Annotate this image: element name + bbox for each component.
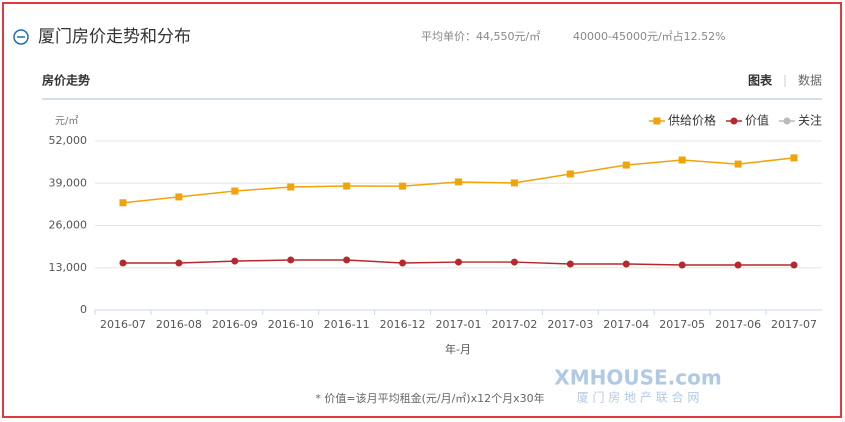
y-tick-label: 13,000 <box>49 261 88 274</box>
watermark-sub: 厦 门 房 地 产 联 合 网 <box>577 390 700 405</box>
page-title: 厦门房价走势和分布 <box>38 27 191 47</box>
point <box>119 259 127 267</box>
point <box>678 261 686 269</box>
share: 40000-45000元/㎡占12.52% <box>573 29 726 43</box>
point <box>399 259 407 267</box>
point <box>175 259 183 267</box>
point <box>510 179 518 187</box>
x-tick-label: 2016-12 <box>380 318 426 331</box>
legend-label: 供给价格 <box>668 113 716 128</box>
x-tick-label: 2016-09 <box>212 318 258 331</box>
point <box>734 160 742 168</box>
x-tick-label: 2016-08 <box>156 318 202 331</box>
point <box>566 260 574 268</box>
y-tick-label: 26,000 <box>49 219 88 232</box>
point <box>455 178 462 186</box>
point <box>622 161 630 169</box>
x-tick-label: 2016-10 <box>268 318 314 331</box>
point <box>622 260 630 268</box>
point <box>399 182 407 190</box>
y-unit: 元/㎡ <box>55 115 78 127</box>
collapse-icon[interactable] <box>13 29 29 45</box>
point <box>287 256 295 264</box>
point <box>790 154 798 162</box>
y-tick-label: 39,000 <box>49 176 88 189</box>
x-tick-label: 2016-11 <box>324 318 370 331</box>
point <box>343 182 351 190</box>
x-tick-label: 2017-04 <box>603 318 649 331</box>
x-tick-label: 2017-07 <box>771 318 817 331</box>
point <box>119 199 127 207</box>
section-title: 房价走势 <box>42 73 90 88</box>
y-tick-label: 52,000 <box>49 134 88 147</box>
point <box>510 258 518 266</box>
legend-marker <box>653 117 661 125</box>
point <box>790 261 798 269</box>
point <box>734 261 742 269</box>
point <box>455 258 462 266</box>
point <box>287 183 295 191</box>
x-tick-label: 2017-02 <box>491 318 537 331</box>
avg-price: 平均单价：44,550元/㎡ <box>421 30 540 43</box>
x-tick-label: 2017-03 <box>547 318 593 331</box>
point <box>175 193 183 201</box>
x-tick-label: 2017-01 <box>436 318 482 331</box>
x-tick-label: 2016-07 <box>100 318 146 331</box>
footnote: * 价值=该月平均租金(元/月/㎡)x12个月x30年 <box>315 391 544 405</box>
legend-label: 关注 <box>798 113 822 128</box>
legend-label: 价值 <box>745 113 769 128</box>
x-tick-label: 2017-06 <box>715 318 761 331</box>
point <box>231 257 239 265</box>
y-tick-label: 0 <box>80 303 87 316</box>
point <box>231 187 239 195</box>
x-axis-label: 年-月 <box>445 342 471 356</box>
watermark: XMHOUSE.com <box>554 366 721 390</box>
tab-chart[interactable]: 图表 <box>748 73 773 88</box>
point <box>566 170 574 178</box>
frame <box>2 2 842 418</box>
x-tick-label: 2017-05 <box>659 318 705 331</box>
tab-data[interactable]: 数据 <box>798 73 822 88</box>
point <box>343 256 351 264</box>
legend-marker <box>730 117 738 125</box>
legend-marker <box>783 117 791 125</box>
point <box>678 156 686 164</box>
